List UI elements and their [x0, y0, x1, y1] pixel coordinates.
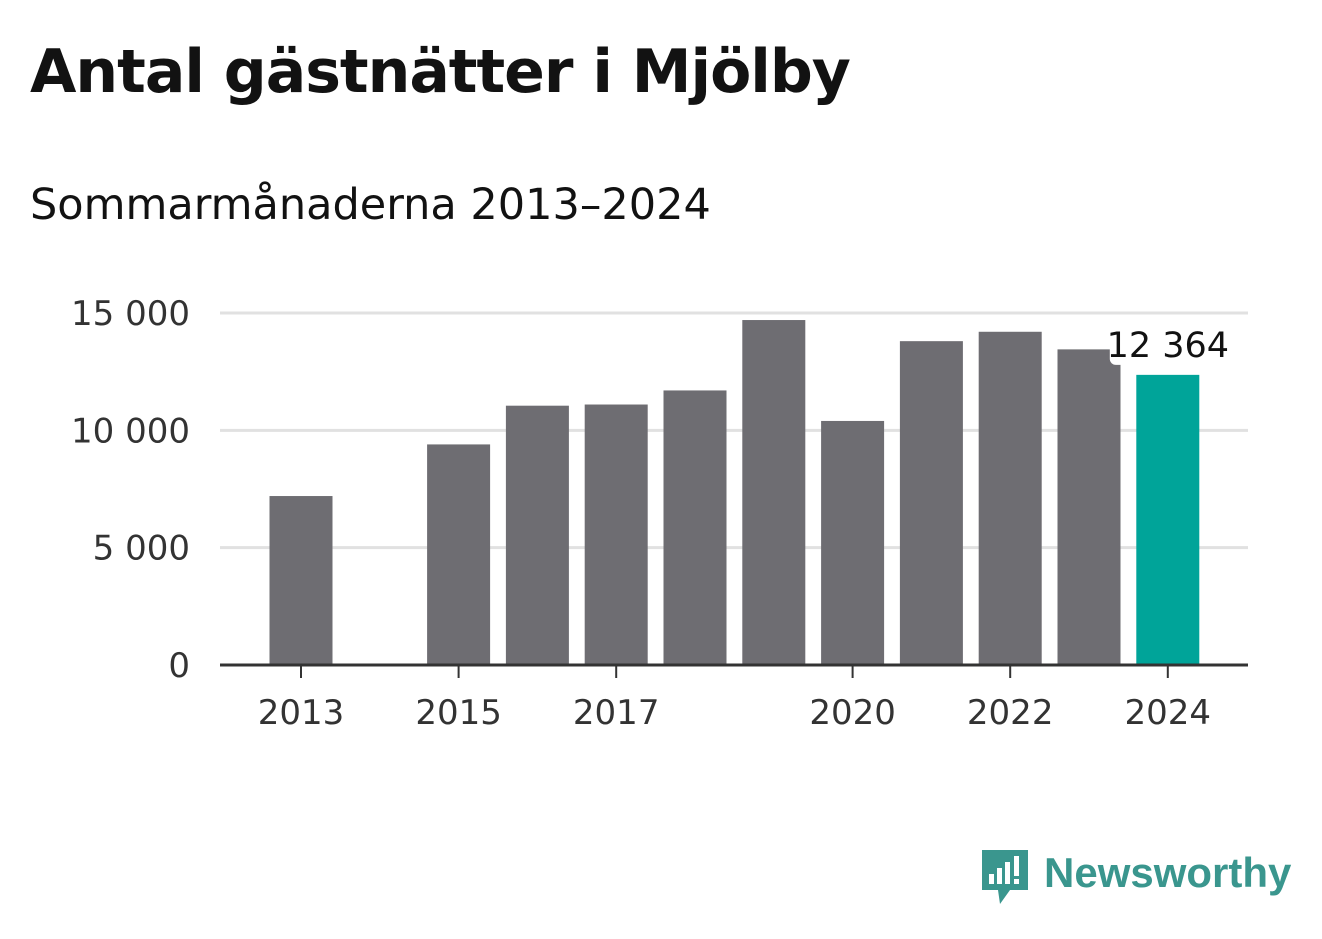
bar-2022 [978, 331, 1042, 665]
x-tick-label: 2013 [258, 693, 345, 733]
bars [269, 320, 1200, 665]
bar-2015 [427, 444, 491, 665]
y-tick-label: 15 000 [71, 294, 190, 334]
chart-subtitle: Sommarmånaderna 2013–2024 [30, 180, 711, 230]
newsworthy-brand: Newsworthy [980, 846, 1291, 910]
bar-2023 [1057, 349, 1121, 665]
bar-2020 [821, 420, 885, 665]
x-tick-label: 2020 [809, 693, 896, 733]
brand-name: Newsworthy [1044, 849, 1292, 896]
bar-2016 [505, 405, 569, 665]
bar-2019 [742, 320, 806, 665]
bar-2013 [269, 496, 333, 665]
newsworthy-logo-icon [982, 850, 1028, 904]
x-axis: 2013 2015 2017 2020 2022 2024 [220, 663, 1248, 733]
x-tick-label: 2015 [415, 693, 502, 733]
bar-2017 [584, 404, 648, 665]
bar-2024 [1136, 374, 1200, 665]
y-tick-label: 5 000 [93, 529, 190, 569]
annotations: 12 364 [1107, 322, 1229, 366]
y-tick-label: 0 [168, 646, 190, 686]
x-tick-label: 2024 [1125, 693, 1212, 733]
chart-title: Antal gästnätter i Mjölby [30, 37, 851, 107]
data-label-2024: 12 364 [1107, 326, 1229, 366]
x-tick-label: 2017 [573, 693, 660, 733]
y-tick-label: 10 000 [71, 411, 190, 451]
bar-2021 [899, 341, 963, 665]
y-axis-tick-labels: 0 5 000 10 000 15 000 [71, 294, 190, 686]
data-label-background [1109, 322, 1226, 365]
bar-2018 [663, 390, 727, 665]
x-tick-label: 2022 [967, 693, 1054, 733]
